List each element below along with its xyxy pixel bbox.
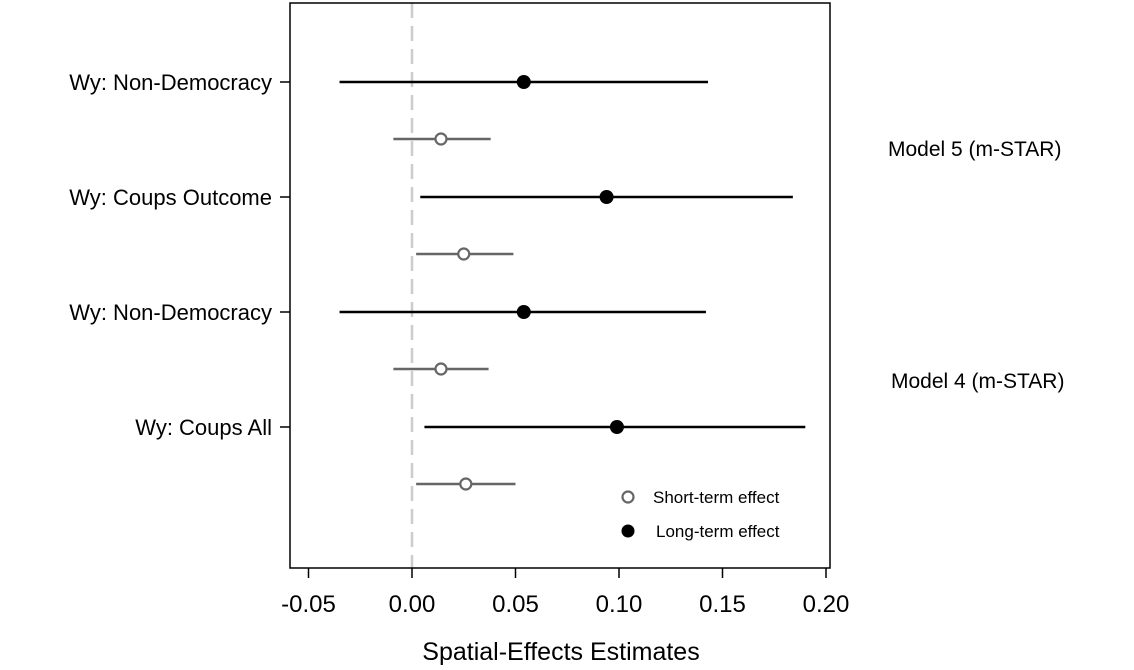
long-term-point bbox=[516, 305, 531, 319]
short-term-point bbox=[459, 477, 473, 491]
y-tick-label: Wy: Non-Democracy bbox=[69, 300, 272, 325]
short-term-point bbox=[457, 247, 471, 261]
x-axis: -0.05 0.00 0.05 0.10 0.15 0.20 bbox=[281, 568, 849, 618]
legend-short-term-label: Short-term effect bbox=[653, 488, 780, 507]
x-tick-label: 0.20 bbox=[803, 591, 850, 618]
x-tick-label: 0.10 bbox=[596, 591, 643, 618]
legend: Short-term effect Long-term effect bbox=[621, 488, 780, 541]
x-tick-label: 0.00 bbox=[389, 591, 436, 618]
y-tick-label: Wy: Non-Democracy bbox=[69, 70, 272, 95]
long-term-point bbox=[609, 420, 624, 434]
model-label: Model 5 (m-STAR) bbox=[888, 138, 1061, 161]
x-tick-label: 0.15 bbox=[699, 591, 746, 618]
x-tick-label: 0.05 bbox=[492, 591, 539, 618]
short-term-point bbox=[434, 362, 448, 376]
long-term-point bbox=[516, 75, 531, 89]
legend-long-term-label: Long-term effect bbox=[656, 522, 780, 541]
y-tick-label: Wy: Coups All bbox=[135, 415, 272, 440]
y-axis: Wy: Non-Democracy Wy: Coups Outcome Wy: No… bbox=[69, 70, 290, 440]
model-labels: Model 5 (m-STAR) Model 4 (m-STAR) bbox=[888, 138, 1064, 393]
x-axis-title: Spatial-Effects Estimates bbox=[422, 638, 699, 666]
legend-long-term-marker bbox=[621, 524, 635, 538]
x-tick-label: -0.05 bbox=[281, 591, 336, 618]
legend-short-term-marker bbox=[621, 490, 635, 504]
long-term-point bbox=[599, 190, 614, 204]
plot-frame bbox=[289, 2, 831, 569]
short-term-point bbox=[434, 132, 448, 146]
model-label: Model 4 (m-STAR) bbox=[891, 370, 1064, 393]
estimate-marks bbox=[339, 75, 806, 491]
y-tick-label: Wy: Coups Outcome bbox=[69, 185, 272, 210]
